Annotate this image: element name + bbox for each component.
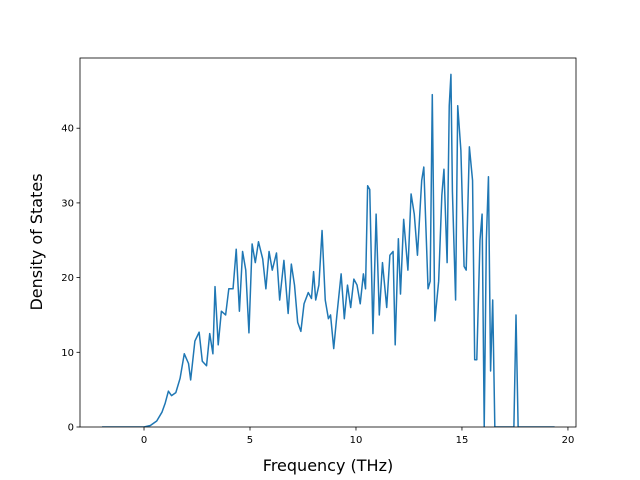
data-line — [102, 73, 555, 427]
y-tick-label: 30 — [61, 198, 74, 209]
plot-frame — [79, 57, 577, 428]
x-tick-label: 20 — [562, 435, 575, 446]
y-tick-label: 20 — [61, 273, 74, 284]
y-tick-label: 0 — [68, 423, 74, 434]
x-tick-label: 10 — [350, 435, 363, 446]
x-axis-label: Frequency (THz) — [263, 456, 393, 475]
y-axis-label: Density of States — [27, 173, 46, 310]
x-tick-label: 5 — [247, 435, 253, 446]
x-tick-label: 0 — [141, 435, 147, 446]
x-tick-label: 15 — [456, 435, 469, 446]
y-tick-label: 40 — [61, 124, 74, 135]
y-tick-label: 10 — [61, 348, 74, 359]
